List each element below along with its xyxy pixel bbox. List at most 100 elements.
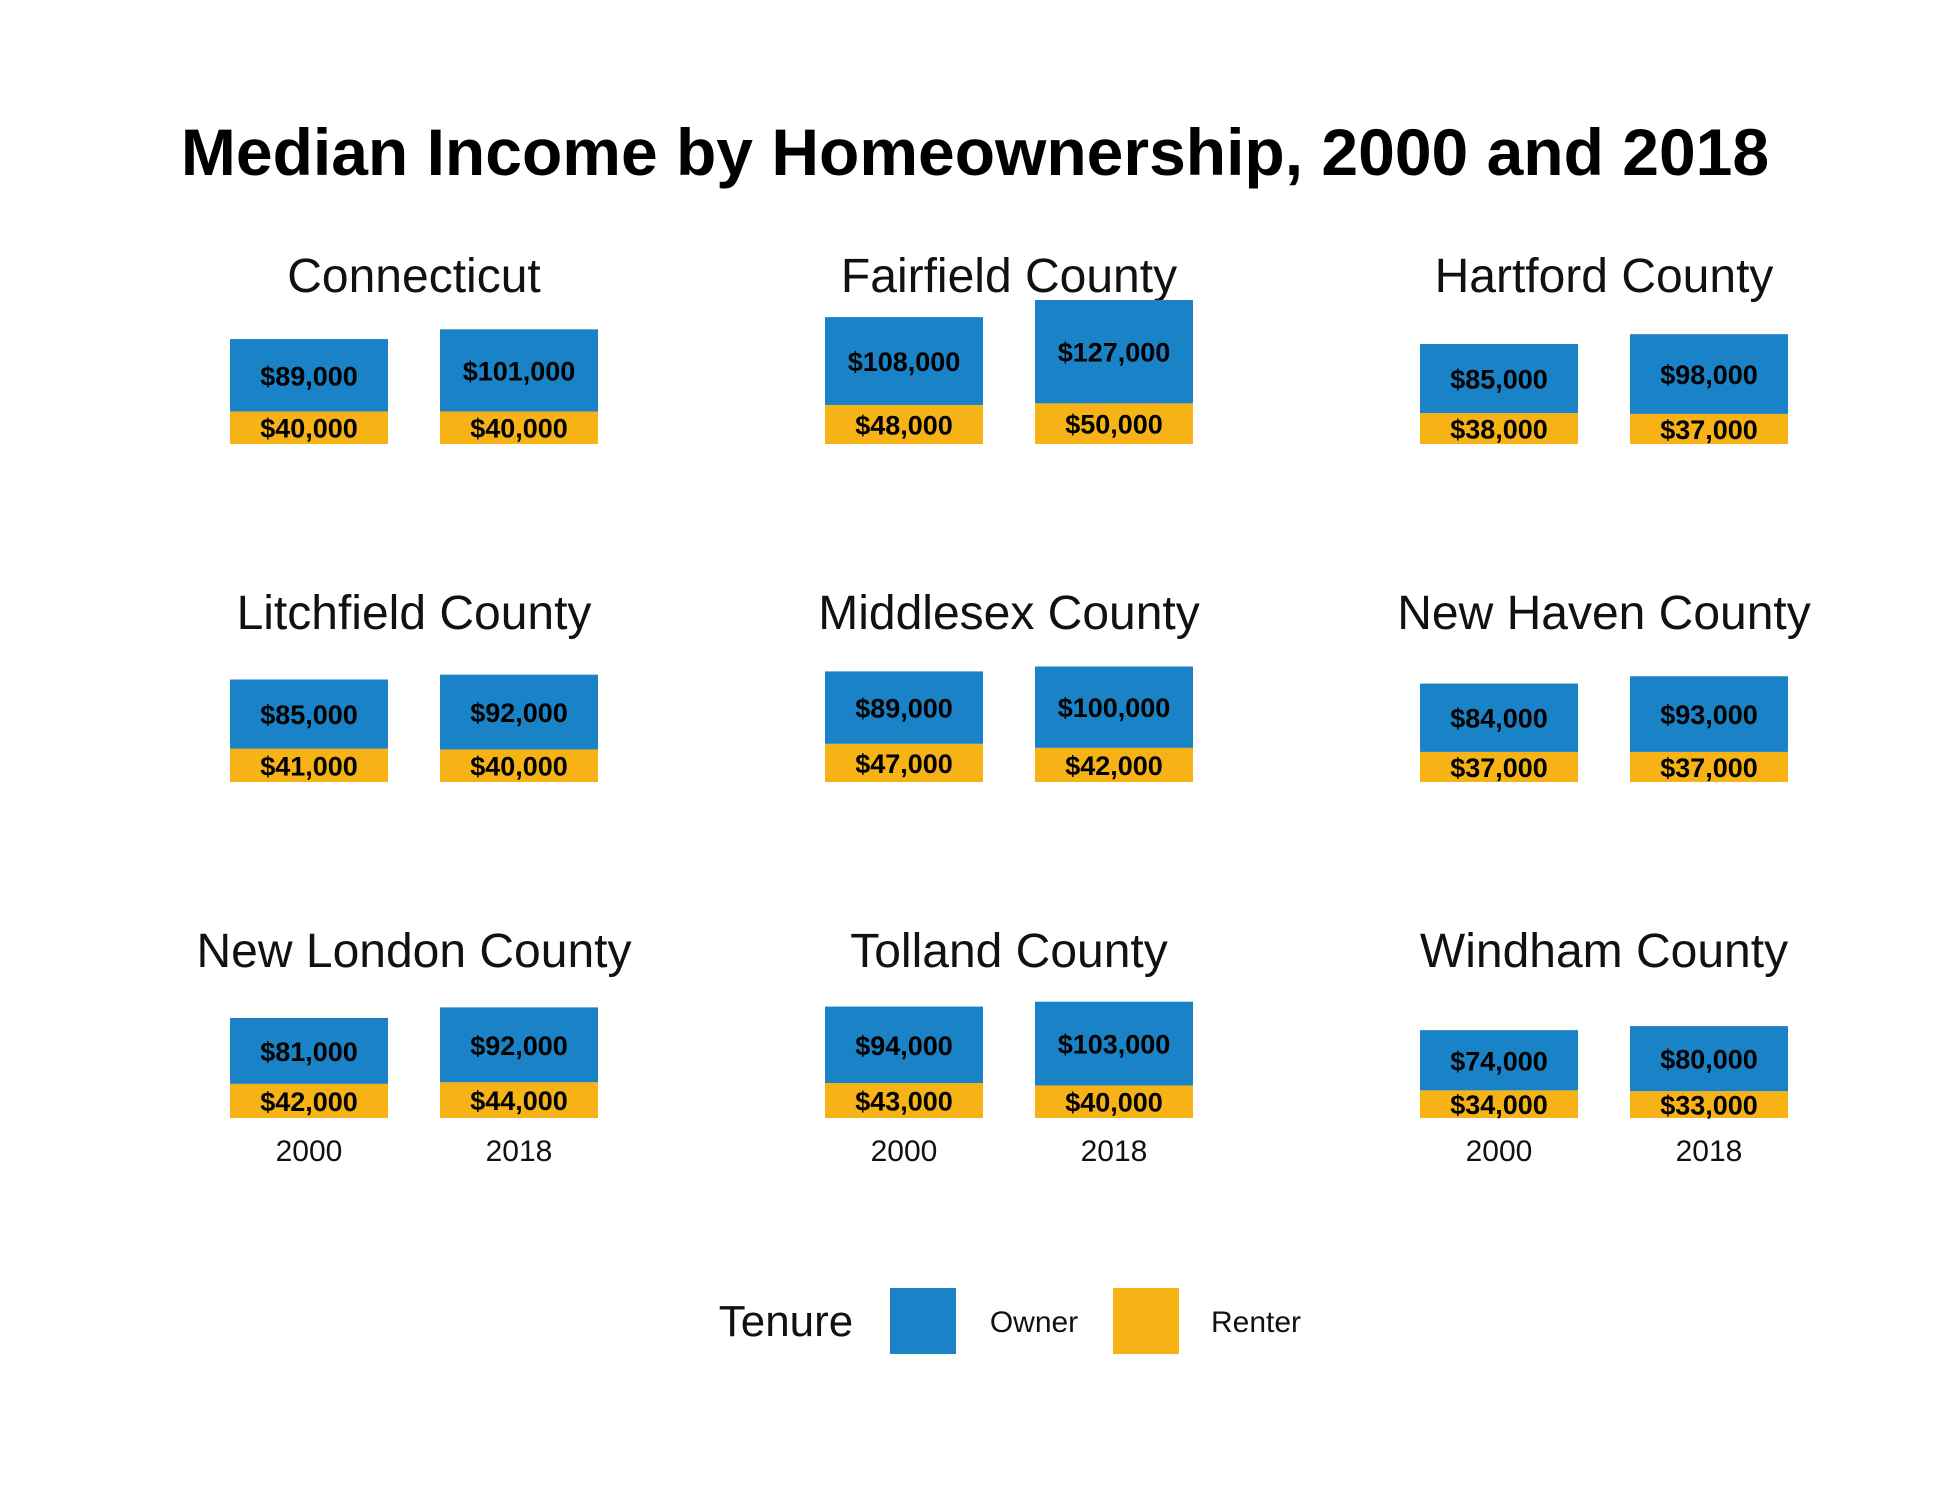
label-owner-fairfield-county-2000: $108,000 (848, 347, 961, 377)
legend-key-owner (890, 1288, 956, 1354)
bar-owner-connecticut-2000 (230, 339, 388, 412)
label-owner-middlesex-county-2018: $100,000 (1058, 693, 1171, 723)
tick-label-tolland-county-2000: 2000 (871, 1135, 938, 1168)
label-renter-new-haven-county-2000: $37,000 (1450, 753, 1548, 783)
label-owner-windham-county-2000: $74,000 (1450, 1046, 1548, 1076)
panel-new-haven-county: New Haven County $84,000 $37,000 $93,000 $37… (1397, 587, 1811, 783)
bar-owner-litchfield-county-2000 (230, 679, 388, 749)
panel-windham-county: Windham County $74,000 $34,000 2000 $80,000 $… (1420, 925, 1788, 1168)
bar-owner-windham-county-2000 (1420, 1030, 1578, 1091)
panel-title-connecticut: Connecticut (287, 250, 540, 303)
label-owner-new-haven-county-2000: $84,000 (1450, 704, 1548, 734)
bar-owner-middlesex-county-2000 (825, 671, 983, 744)
bar-owner-fairfield-county-2000 (825, 317, 983, 405)
bar-renter-new-haven-county-2000 (1420, 751, 1578, 782)
bar-renter-hartford-county-2000 (1420, 413, 1578, 444)
legend-label-renter: Renter (1211, 1306, 1301, 1339)
label-renter-new-london-county-2018: $44,000 (470, 1086, 568, 1116)
bar-renter-middlesex-county-2018 (1035, 747, 1193, 782)
panel-title-middlesex-county: Middlesex County (818, 587, 1200, 640)
panel-hartford-county: Hartford County $85,000 $38,000 $98,000 $37,… (1420, 250, 1788, 445)
panel-title-hartford-county: Hartford County (1435, 250, 1774, 303)
tick-label-windham-county-2018: 2018 (1676, 1135, 1743, 1168)
bar-owner-fairfield-county-2018 (1035, 300, 1193, 404)
bar-renter-litchfield-county-2000 (230, 748, 388, 782)
bar-owner-hartford-county-2018 (1630, 334, 1788, 414)
bar-renter-windham-county-2018 (1630, 1091, 1788, 1118)
label-renter-new-london-county-2000: $42,000 (260, 1087, 358, 1117)
label-renter-tolland-county-2000: $43,000 (855, 1087, 953, 1117)
panel-connecticut: Connecticut $89,000 $40,000 $101,000 $40,000 (230, 250, 598, 444)
panel-new-london-county: New London County $81,000 $42,000 2000 $92,0… (197, 925, 632, 1168)
label-renter-middlesex-county-2018: $42,000 (1065, 751, 1163, 781)
panel-title-litchfield-county: Litchfield County (237, 587, 592, 640)
bar-owner-new-haven-county-2018 (1630, 676, 1788, 752)
bar-renter-connecticut-2018 (440, 411, 598, 444)
label-owner-fairfield-county-2018: $127,000 (1058, 338, 1171, 368)
label-owner-windham-county-2018: $80,000 (1660, 1045, 1758, 1075)
bar-renter-tolland-county-2018 (1035, 1085, 1193, 1118)
tick-label-tolland-county-2018: 2018 (1081, 1135, 1148, 1168)
bar-owner-tolland-county-2000 (825, 1006, 983, 1084)
panel-title-fairfield-county: Fairfield County (841, 250, 1177, 303)
tick-label-new-london-county-2000: 2000 (276, 1135, 343, 1168)
label-owner-new-london-county-2000: $81,000 (260, 1037, 358, 1067)
bar-renter-new-london-county-2000 (230, 1083, 388, 1118)
label-renter-new-haven-county-2018: $37,000 (1660, 753, 1758, 783)
panel-litchfield-county: Litchfield County $85,000 $41,000 $92,000 $4… (230, 587, 598, 782)
legend: Tenure Owner Renter (719, 1288, 1301, 1354)
panel-title-tolland-county: Tolland County (850, 925, 1168, 978)
bar-owner-new-london-county-2018 (440, 1007, 598, 1083)
label-renter-litchfield-county-2000: $41,000 (260, 751, 358, 781)
label-owner-new-london-county-2018: $92,000 (470, 1031, 568, 1061)
bar-owner-connecticut-2018 (440, 329, 598, 412)
label-owner-litchfield-county-2018: $92,000 (470, 698, 568, 728)
label-renter-middlesex-county-2000: $47,000 (855, 749, 953, 779)
label-owner-tolland-county-2000: $94,000 (855, 1031, 953, 1061)
panel-title-new-london-county: New London County (197, 925, 632, 978)
legend-label-owner: Owner (990, 1306, 1078, 1339)
bar-owner-hartford-county-2000 (1420, 343, 1578, 414)
label-owner-new-haven-county-2018: $93,000 (1660, 700, 1758, 730)
label-owner-middlesex-county-2000: $89,000 (855, 694, 953, 724)
label-owner-hartford-county-2018: $98,000 (1660, 360, 1758, 390)
label-owner-litchfield-county-2000: $85,000 (260, 700, 358, 730)
label-renter-windham-county-2000: $34,000 (1450, 1090, 1548, 1120)
label-owner-connecticut-2018: $101,000 (463, 356, 576, 386)
bar-renter-middlesex-county-2000 (825, 743, 983, 782)
bar-renter-new-london-county-2018 (440, 1082, 598, 1118)
legend-title: Tenure (719, 1297, 854, 1346)
label-renter-hartford-county-2018: $37,000 (1660, 415, 1758, 445)
bar-owner-middlesex-county-2018 (1035, 666, 1193, 748)
panel-title-new-haven-county: New Haven County (1397, 587, 1811, 640)
panel-middlesex-county: Middlesex County $89,000 $47,000 $100,000 $4… (818, 587, 1200, 782)
bar-renter-tolland-county-2000 (825, 1083, 983, 1118)
bar-renter-connecticut-2000 (230, 411, 388, 444)
label-owner-tolland-county-2018: $103,000 (1058, 1030, 1171, 1060)
bar-owner-new-london-county-2000 (230, 1017, 388, 1084)
bar-owner-windham-county-2018 (1630, 1026, 1788, 1092)
label-renter-fairfield-county-2018: $50,000 (1065, 410, 1163, 440)
chart-title: Median Income by Homeownership, 2000 and… (181, 115, 1769, 189)
legend-key-renter (1113, 1288, 1179, 1354)
label-owner-hartford-county-2000: $85,000 (1450, 365, 1548, 395)
panel-fairfield-county: Fairfield County $108,000 $48,000 $127,000 $… (825, 250, 1193, 444)
label-renter-connecticut-2018: $40,000 (470, 414, 568, 444)
bar-renter-hartford-county-2018 (1630, 413, 1788, 444)
tick-label-new-london-county-2018: 2018 (486, 1135, 553, 1168)
label-renter-litchfield-county-2018: $40,000 (470, 752, 568, 782)
bar-renter-new-haven-county-2018 (1630, 751, 1788, 782)
bar-owner-new-haven-county-2000 (1420, 683, 1578, 752)
label-owner-connecticut-2000: $89,000 (260, 361, 358, 391)
label-renter-hartford-county-2000: $38,000 (1450, 415, 1548, 445)
bar-renter-fairfield-county-2018 (1035, 403, 1193, 444)
bar-renter-fairfield-county-2000 (825, 404, 983, 444)
bar-owner-litchfield-county-2018 (440, 674, 598, 750)
chart-panels: Connecticut $89,000 $40,000 $101,000 $40,000… (197, 250, 1811, 1168)
label-renter-windham-county-2018: $33,000 (1660, 1091, 1758, 1121)
tick-label-windham-county-2000: 2000 (1466, 1135, 1533, 1168)
label-renter-fairfield-county-2000: $48,000 (855, 410, 953, 440)
panel-title-windham-county: Windham County (1420, 925, 1788, 978)
panel-tolland-county: Tolland County $94,000 $43,000 2000 $103,000… (825, 925, 1193, 1168)
